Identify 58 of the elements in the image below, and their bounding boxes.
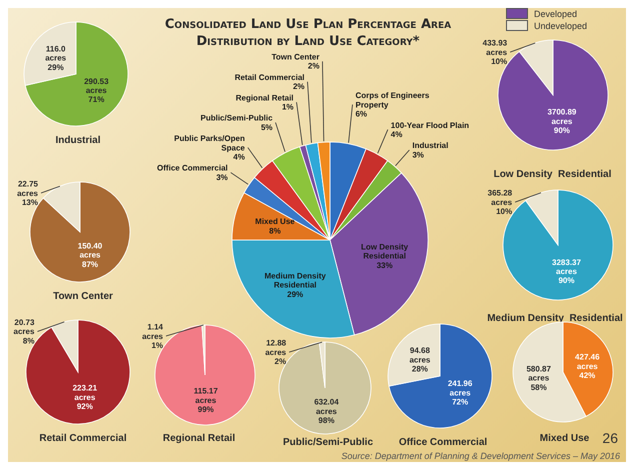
slice-label: Retail Commercial [234,72,305,82]
text: Mixed Use [540,433,590,444]
data-label: 427.46 acres 42% [575,352,600,380]
data-label: 20.73 acres 8% [14,318,35,346]
data-label: 22.75 acres 13% [17,180,39,207]
data-label: 115.17 acres 99% [194,386,218,414]
data-label: 8% [269,226,281,236]
text: Public/Semi-Public [282,436,374,450]
pie-slice [388,324,492,428]
slice-label: Public/Semi-Public [200,114,274,123]
data-label: 1% [282,102,294,112]
text: Regional Retail [162,433,236,444]
slice-label: Low Density Residential [361,242,409,261]
slice-label: Mixed Use [255,217,296,226]
data-label: 150.40 acres 87% [78,242,103,269]
data-label: 2% [308,62,320,71]
legend-label: Developed [534,8,578,18]
text: Low Density Residential [492,168,612,182]
slice-label: Corps of Engineers Property [355,91,430,110]
data-label: 433.93 acres 10% [482,38,508,66]
data-label: 12.88 acres 2% [265,338,287,366]
slice-label: 100-Year Flood Plain [390,120,470,130]
text: Industrial [54,134,102,148]
slice-label: Medium Density Residential [264,272,326,290]
legend-label: Undeveloped [534,20,588,30]
data-label: 116.0 acres 29% [45,44,67,72]
slice-label: Regional Retail [236,93,294,102]
data-label: 580.87 acres 58% [526,364,552,392]
slice-label: Office Commercial [157,164,228,173]
data-label: 3700.89 acres 90% [547,108,577,136]
text: Medium Density Residential [486,312,624,326]
slice-label: Industrial [412,141,448,150]
data-label: 290.53 acres 71% [84,76,110,104]
source-note: Source: Department of Planning & Development Services – May 2016 [341,451,620,461]
data-label: 223.21 acres 92% [72,384,98,412]
data-label: 365.28 acres 10% [488,188,513,216]
data-label: 3283.37 acres 90% [552,258,582,286]
text: 26 [602,430,618,446]
slice-label: Public Parks/Open Space [174,134,246,152]
data-label: 632.04 acres 98% [314,398,340,425]
data-label: 241.96 acres 72% [448,379,473,406]
chart-title: Consolidated Land Use Plan Percentage Area Distribution by Land Use Category* [164,17,452,49]
data-label: 33% [376,260,393,270]
data-label: 4% [233,152,245,162]
text: Town Center [52,290,114,304]
data-label: 4% [390,130,402,139]
data-label: 3% [412,150,424,160]
data-label: 5% [260,122,273,132]
text: Office Commercial [398,436,488,450]
pie-slice [24,22,128,126]
data-label: 6% [355,110,368,119]
data-label: 29% [287,290,304,299]
text: Retail Commercial [38,432,128,446]
data-label: 94.68 acres 28% [409,346,431,374]
data-label: 3% [216,172,228,182]
data-label: 1.14 acres 1% [142,322,164,350]
slice-label: Town Center [272,52,320,62]
data-label: 2% [292,82,305,92]
